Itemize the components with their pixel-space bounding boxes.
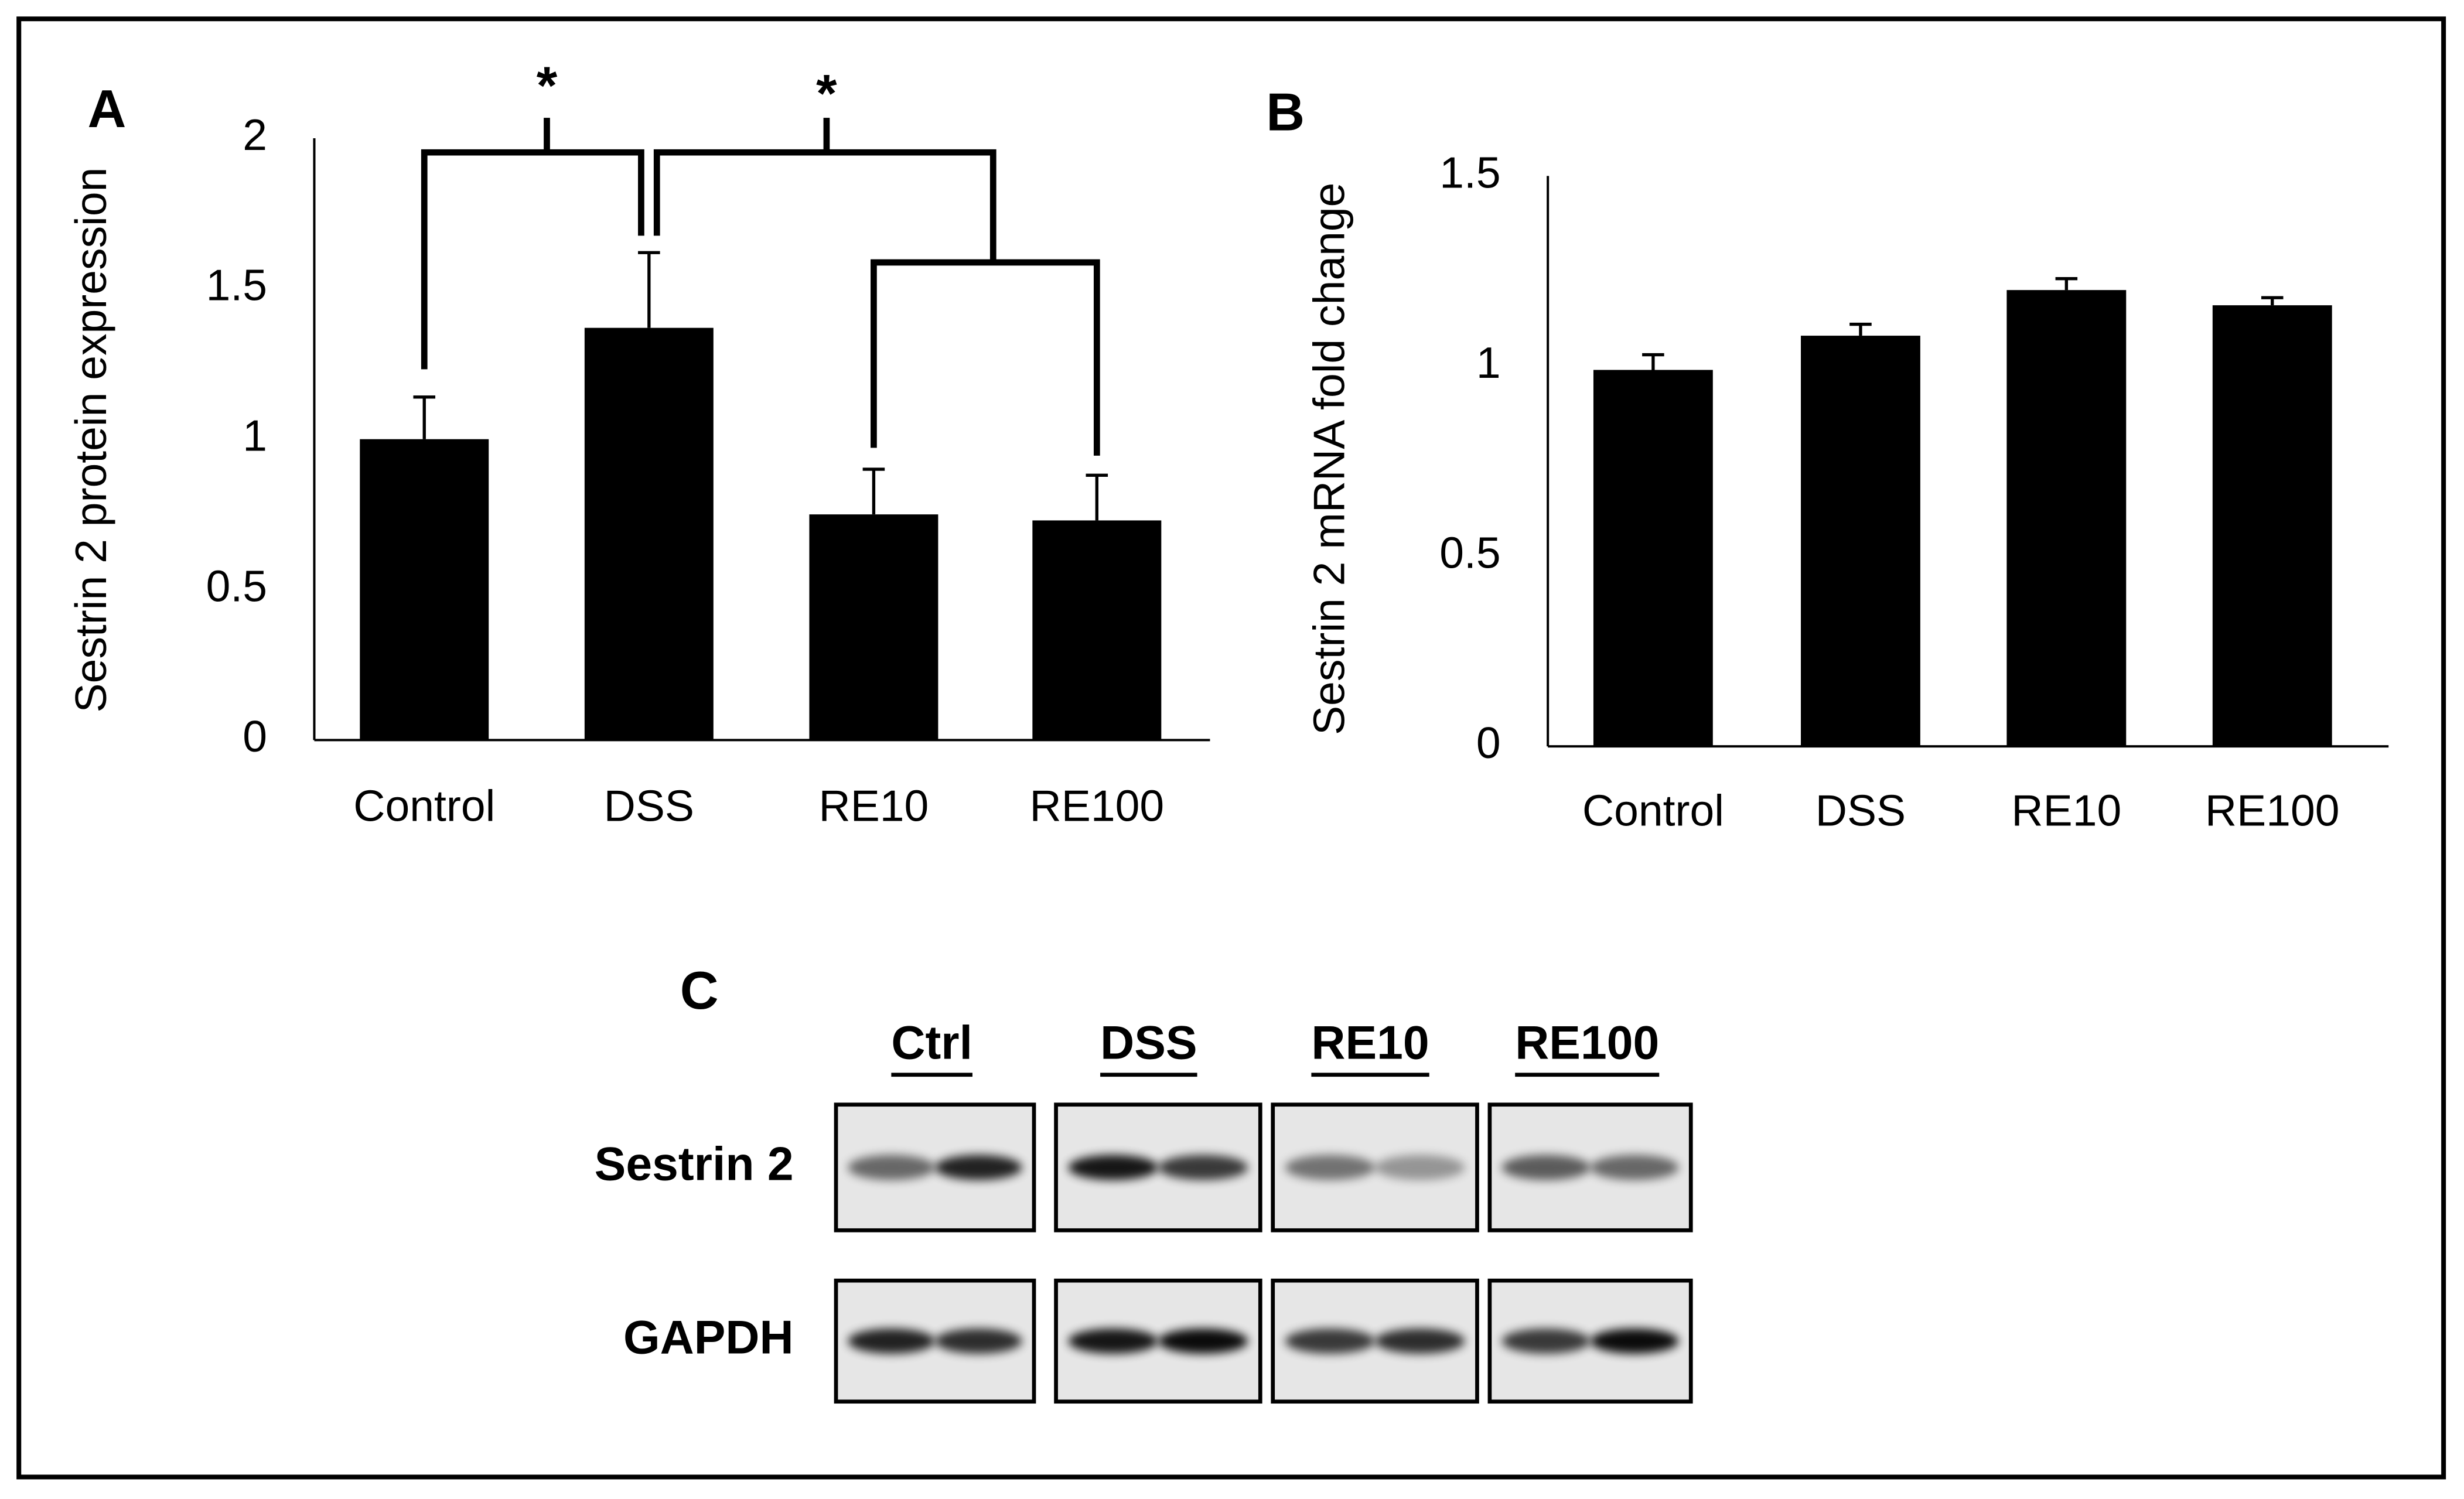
error-bar <box>1642 353 1664 370</box>
x-tick-label: DSS <box>604 781 694 830</box>
significance-brackets <box>421 118 1100 456</box>
bar <box>1593 370 1713 747</box>
x-tick-label: RE10 <box>2011 786 2121 835</box>
y-tick-label: 2 <box>243 110 267 159</box>
y-tick-label: 0 <box>1476 718 1501 767</box>
x-tick-label: DSS <box>1815 786 1906 835</box>
error-bar <box>862 467 885 515</box>
blot-band <box>1158 1328 1248 1354</box>
group-label: DSS <box>1100 1017 1197 1070</box>
bar <box>2212 305 2332 747</box>
error-bar <box>638 251 660 328</box>
x-tick-label: Control <box>1582 786 1724 835</box>
y-tick-label: 0 <box>243 712 267 761</box>
western-blot: Ctrl DSS RE10 RE100 Sestrin 2 GAPDH <box>595 1017 1693 1404</box>
blot-band <box>935 1155 1022 1180</box>
bar <box>584 327 714 740</box>
significance-star: * <box>537 56 558 115</box>
y-axis-label: Sestrin 2 mRNA fold change <box>1305 183 1354 735</box>
blot-band <box>1501 1328 1591 1354</box>
x-tick-label: RE100 <box>2205 786 2340 835</box>
blot-band <box>1068 1155 1158 1180</box>
group-label: Ctrl <box>891 1017 972 1070</box>
frame <box>16 16 2446 1480</box>
row-label: Sestrin 2 <box>595 1138 794 1190</box>
significance-star: * <box>816 63 837 123</box>
x-tick-label: Control <box>353 781 495 830</box>
x-tick-label: RE10 <box>818 781 929 830</box>
error-bar <box>413 395 436 439</box>
error-bar <box>2055 277 2078 291</box>
y-tick-label: 1.5 <box>206 261 267 310</box>
y-tick-label: 0.5 <box>1439 528 1500 577</box>
blot-band <box>848 1328 936 1354</box>
error-bar <box>1849 322 1872 336</box>
bar <box>360 439 489 740</box>
blot-band <box>1590 1328 1679 1354</box>
group-label: RE10 <box>1311 1017 1429 1070</box>
y-tick-label: 1 <box>1476 338 1501 387</box>
blot-band <box>1590 1155 1679 1180</box>
blot-band <box>1501 1155 1591 1180</box>
y-tick-label: 1 <box>243 411 267 460</box>
bar <box>809 514 938 740</box>
bar <box>2006 290 2127 747</box>
blot-band <box>848 1155 936 1180</box>
bar <box>1032 520 1162 740</box>
y-tick-label: 0.5 <box>206 561 267 610</box>
blot-band <box>1068 1328 1158 1354</box>
error-bar <box>1086 473 1108 521</box>
y-tick-label: 1.5 <box>1439 148 1500 197</box>
x-tick-label: RE100 <box>1030 781 1165 830</box>
bar <box>1801 336 1920 747</box>
blot-band <box>1285 1328 1376 1354</box>
panel-label: A <box>87 79 126 139</box>
blot-band <box>1375 1328 1465 1354</box>
blot-band <box>1375 1155 1465 1180</box>
panel-label: C <box>680 961 719 1020</box>
row-label: GAPDH <box>623 1312 794 1364</box>
blot-band <box>1285 1155 1376 1180</box>
blot-band <box>1158 1155 1248 1180</box>
blot-band <box>935 1328 1022 1354</box>
error-bar <box>2261 296 2284 306</box>
y-axis-label: Sestrin 2 protein expression <box>66 168 115 713</box>
group-label: RE100 <box>1515 1017 1659 1070</box>
panel-label: B <box>1266 83 1305 142</box>
